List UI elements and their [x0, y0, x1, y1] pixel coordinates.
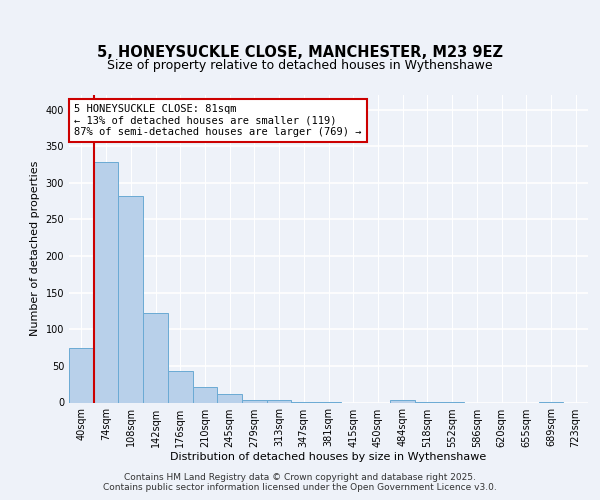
Bar	[118, 196, 143, 402]
Bar	[193, 387, 217, 402]
Bar	[390, 400, 415, 402]
Text: 5 HONEYSUCKLE CLOSE: 81sqm
← 13% of detached houses are smaller (119)
87% of sem: 5 HONEYSUCKLE CLOSE: 81sqm ← 13% of deta…	[74, 104, 361, 137]
X-axis label: Distribution of detached houses by size in Wythenshawe: Distribution of detached houses by size …	[170, 452, 487, 462]
Text: 5, HONEYSUCKLE CLOSE, MANCHESTER, M23 9EZ: 5, HONEYSUCKLE CLOSE, MANCHESTER, M23 9E…	[97, 45, 503, 60]
Bar	[217, 394, 242, 402]
Y-axis label: Number of detached properties: Number of detached properties	[30, 161, 40, 336]
Bar	[168, 371, 193, 402]
Bar	[143, 313, 168, 402]
Bar	[267, 400, 292, 402]
Bar	[242, 400, 267, 402]
Bar	[94, 162, 118, 402]
Text: Size of property relative to detached houses in Wythenshawe: Size of property relative to detached ho…	[107, 60, 493, 72]
Bar	[69, 348, 94, 403]
Text: Contains HM Land Registry data © Crown copyright and database right 2025.
Contai: Contains HM Land Registry data © Crown c…	[103, 473, 497, 492]
